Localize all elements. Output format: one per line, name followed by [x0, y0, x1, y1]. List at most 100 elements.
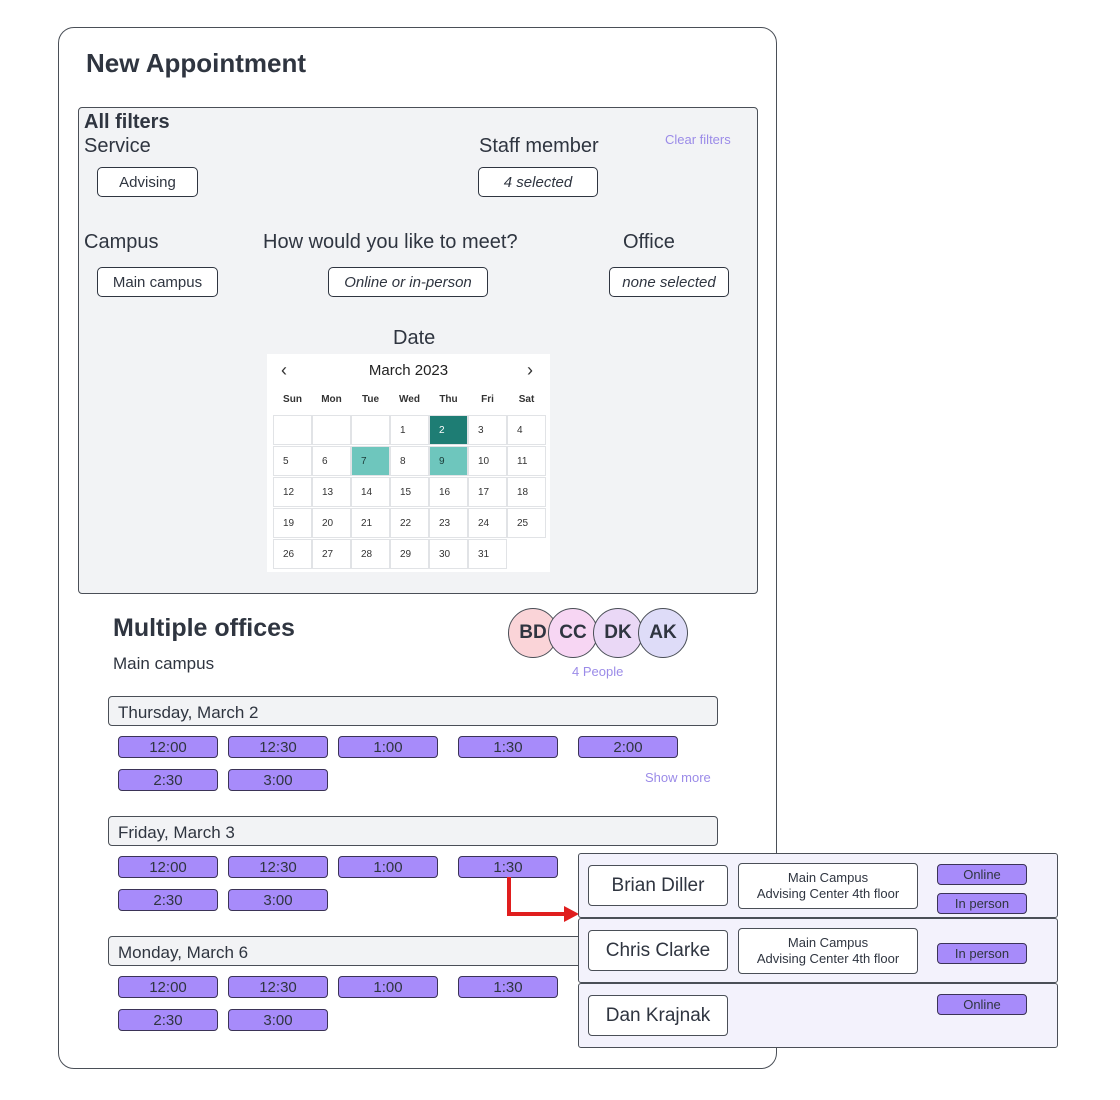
- clear-filters-link[interactable]: Clear filters: [665, 132, 731, 147]
- time-slot-button[interactable]: 12:30: [228, 856, 328, 878]
- time-slot-button[interactable]: 12:30: [228, 976, 328, 998]
- time-slot-button[interactable]: 2:30: [118, 889, 218, 911]
- day-header: Friday, March 3: [108, 816, 718, 846]
- chevron-left-icon[interactable]: ‹: [281, 360, 287, 380]
- calendar-day-16[interactable]: 16: [429, 477, 468, 507]
- calendar-day-29[interactable]: 29: [390, 539, 429, 569]
- staff-location: Main Campus Advising Center 4th floor: [738, 863, 918, 909]
- calendar-day-31[interactable]: 31: [468, 539, 507, 569]
- avatar[interactable]: AK: [638, 608, 688, 658]
- calendar-day-28[interactable]: 28: [351, 539, 390, 569]
- calendar-day-12[interactable]: 12: [273, 477, 312, 507]
- time-slot-button[interactable]: 1:00: [338, 976, 438, 998]
- time-slot-button[interactable]: 2:00: [578, 736, 678, 758]
- calendar-day-22[interactable]: 22: [390, 508, 429, 538]
- arrow-icon: [507, 877, 579, 922]
- page-title: New Appointment: [86, 48, 307, 78]
- meet-select[interactable]: Online or in-person: [328, 267, 488, 297]
- offices-subtitle: Main campus: [113, 654, 215, 673]
- avatar[interactable]: DK: [593, 608, 643, 658]
- time-slot-button[interactable]: 12:30: [228, 736, 328, 758]
- calendar-day-7[interactable]: 7: [351, 446, 390, 476]
- staff-row[interactable]: Brian Diller Main Campus Advising Center 4…: [578, 853, 1058, 918]
- location-line: Main Campus: [787, 870, 869, 885]
- time-slot-button[interactable]: 3:00: [228, 889, 328, 911]
- time-slot-button[interactable]: 12:00: [118, 856, 218, 878]
- weekday-label: Mon: [321, 394, 342, 405]
- time-slot-button[interactable]: 1:00: [338, 856, 438, 878]
- avatar[interactable]: BD: [508, 608, 558, 658]
- calendar-day-13[interactable]: 13: [312, 477, 351, 507]
- calendar-day-23[interactable]: 23: [429, 508, 468, 538]
- calendar-day-17[interactable]: 17: [468, 477, 507, 507]
- meet-label: How would you like to meet?: [263, 231, 518, 253]
- staff-select[interactable]: 4 selected: [478, 167, 598, 197]
- calendar-day-6[interactable]: 6: [312, 446, 351, 476]
- calendar-day-2[interactable]: 2: [429, 415, 468, 445]
- meeting-mode-button[interactable]: In person: [937, 893, 1027, 914]
- calendar-day-30[interactable]: 30: [429, 539, 468, 569]
- service-select[interactable]: Advising: [97, 167, 198, 197]
- staff-row[interactable]: Chris Clarke Main Campus Advising Center 4…: [578, 918, 1058, 983]
- calendar-day-9[interactable]: 9: [429, 446, 468, 476]
- calendar-day-26[interactable]: 26: [273, 539, 312, 569]
- time-slot-button[interactable]: 1:00: [338, 736, 438, 758]
- staff-label: Staff member: [479, 135, 599, 157]
- calendar-day-14[interactable]: 14: [351, 477, 390, 507]
- staff-name-button[interactable]: Brian Diller: [588, 865, 728, 906]
- staff-name-button[interactable]: Chris Clarke: [588, 930, 728, 971]
- people-count[interactable]: 4 People: [572, 664, 624, 679]
- calendar-header: ‹ March 2023 ›: [267, 360, 550, 384]
- location-line: Advising Center 4th floor: [756, 951, 900, 966]
- time-slot-button[interactable]: 3:00: [228, 1009, 328, 1031]
- calendar-day-25[interactable]: 25: [507, 508, 546, 538]
- calendar-day-3[interactable]: 3: [468, 415, 507, 445]
- show-more-link[interactable]: Show more: [645, 770, 711, 785]
- avatar[interactable]: CC: [548, 608, 598, 658]
- office-label: Office: [623, 231, 675, 253]
- calendar-day-20[interactable]: 20: [312, 508, 351, 538]
- staff-name-button[interactable]: Dan Krajnak: [588, 995, 728, 1036]
- time-slot-button[interactable]: 1:30: [458, 976, 558, 998]
- weekday-label: Wed: [399, 394, 420, 405]
- campus-select[interactable]: Main campus: [97, 267, 218, 297]
- date-label: Date: [393, 327, 436, 349]
- service-label: Service: [84, 135, 151, 157]
- chevron-right-icon[interactable]: ›: [527, 360, 533, 380]
- office-select[interactable]: none selected: [609, 267, 729, 297]
- staff-row[interactable]: Dan Krajnak Online: [578, 983, 1058, 1048]
- calendar-day-15[interactable]: 15: [390, 477, 429, 507]
- calendar-day-4[interactable]: 4: [507, 415, 546, 445]
- time-slot-button[interactable]: 12:00: [118, 976, 218, 998]
- meeting-mode-button[interactable]: Online: [937, 994, 1027, 1015]
- time-slot-button[interactable]: 2:30: [118, 769, 218, 791]
- time-slot-button[interactable]: 2:30: [118, 1009, 218, 1031]
- filters-heading: All filters: [84, 111, 170, 133]
- calendar-day-18[interactable]: 18: [507, 477, 546, 507]
- staff-location: Main Campus Advising Center 4th floor: [738, 928, 918, 974]
- calendar-day-21[interactable]: 21: [351, 508, 390, 538]
- weekday-label: Tue: [361, 394, 380, 405]
- time-slot-button[interactable]: 12:00: [118, 736, 218, 758]
- calendar-blank-cell: [312, 415, 351, 445]
- calendar-day-27[interactable]: 27: [312, 539, 351, 569]
- time-slot-button[interactable]: 1:30: [458, 736, 558, 758]
- calendar-day-24[interactable]: 24: [468, 508, 507, 538]
- calendar-day-11[interactable]: 11: [507, 446, 546, 476]
- calendar-day-19[interactable]: 19: [273, 508, 312, 538]
- time-slot-button[interactable]: 3:00: [228, 769, 328, 791]
- campus-label: Campus: [84, 231, 159, 253]
- time-slot-button[interactable]: 1:30: [458, 856, 558, 878]
- meeting-mode-button[interactable]: Online: [937, 864, 1027, 885]
- calendar-day-10[interactable]: 10: [468, 446, 507, 476]
- weekday-label: Sat: [518, 394, 535, 405]
- meeting-mode-button[interactable]: In person: [937, 943, 1027, 964]
- calendar-day-5[interactable]: 5: [273, 446, 312, 476]
- calendar-month: March 2023: [368, 362, 449, 379]
- day-header: Thursday, March 2: [108, 696, 718, 726]
- calendar-day-8[interactable]: 8: [390, 446, 429, 476]
- calendar-day-1[interactable]: 1: [390, 415, 429, 445]
- weekday-label: Sun: [283, 394, 302, 405]
- calendar-blank-cell: [273, 415, 312, 445]
